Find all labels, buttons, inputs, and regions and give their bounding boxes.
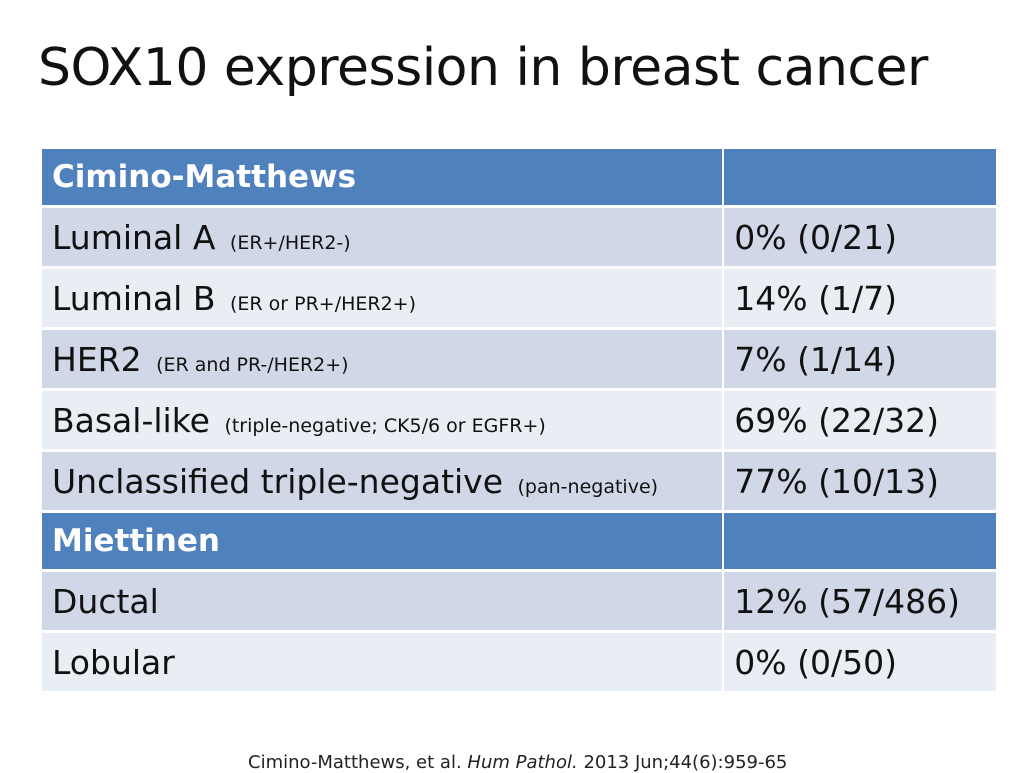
expression-value: 14% (1/7) <box>724 269 996 327</box>
section-header-row: Miettinen <box>42 513 996 569</box>
expression-value: 7% (1/14) <box>724 330 996 388</box>
subtype-label: Ductal <box>52 581 159 621</box>
subtype-cell: Luminal A (ER+/HER2-) <box>42 208 723 266</box>
expression-value: 0% (0/21) <box>724 208 996 266</box>
citation-journal: Hum Pathol. <box>467 752 578 773</box>
subtype-label: Lobular <box>52 642 175 682</box>
subtype-label: Basal-like <box>52 400 210 440</box>
table-row: Ductal 12% (57/486) <box>42 572 996 630</box>
section-heading: Cimino-Matthews <box>42 149 723 205</box>
subtype-cell: Basal-like (triple-negative; CK5/6 or EG… <box>42 391 723 449</box>
section-header-row: Cimino-Matthews <box>42 149 996 205</box>
subtype-qualifier: (ER+/HER2-) <box>229 231 351 254</box>
sox10-expression-table: Cimino-Matthews Luminal A (ER+/HER2-) 0%… <box>40 146 998 694</box>
section-heading-value-cell <box>724 513 996 569</box>
subtype-cell: Luminal B (ER or PR+/HER2+) <box>42 269 723 327</box>
citation-details: 2013 Jun;44(6):959-65 <box>583 752 788 773</box>
expression-value: 77% (10/13) <box>724 452 996 510</box>
section-heading: Miettinen <box>42 513 723 569</box>
subtype-cell: Unclassified triple-negative (pan-negati… <box>42 452 723 510</box>
slide-title: SOX10 expression in breast cancer <box>38 38 928 98</box>
subtype-label: Luminal A <box>52 217 216 257</box>
table-row: Luminal A (ER+/HER2-) 0% (0/21) <box>42 208 996 266</box>
table-row: Luminal B (ER or PR+/HER2+) 14% (1/7) <box>42 269 996 327</box>
subtype-cell: Lobular <box>42 633 723 691</box>
subtype-label: Luminal B <box>52 278 216 318</box>
expression-value: 69% (22/32) <box>724 391 996 449</box>
section-heading-value-cell <box>724 149 996 205</box>
table-row: Lobular 0% (0/50) <box>42 633 996 691</box>
subtype-qualifier: (pan-negative) <box>517 475 659 498</box>
citation-authors: Cimino-Matthews, et al. <box>248 752 462 773</box>
table-row: HER2 (ER and PR-/HER2+) 7% (1/14) <box>42 330 996 388</box>
table-row: Basal-like (triple-negative; CK5/6 or EG… <box>42 391 996 449</box>
table-row: Unclassified triple-negative (pan-negati… <box>42 452 996 510</box>
subtype-qualifier: (ER and PR-/HER2+) <box>156 353 349 376</box>
citation-footer: Cimino-Matthews, et al. Hum Pathol. 2013… <box>248 752 787 773</box>
subtype-label: Unclassified triple-negative <box>52 461 504 501</box>
expression-value: 0% (0/50) <box>724 633 996 691</box>
subtype-qualifier: (ER or PR+/HER2+) <box>229 292 417 315</box>
subtype-label: HER2 <box>52 339 142 379</box>
subtype-cell: HER2 (ER and PR-/HER2+) <box>42 330 723 388</box>
subtype-cell: Ductal <box>42 572 723 630</box>
expression-value: 12% (57/486) <box>724 572 996 630</box>
subtype-qualifier: (triple-negative; CK5/6 or EGFR+) <box>224 414 546 437</box>
